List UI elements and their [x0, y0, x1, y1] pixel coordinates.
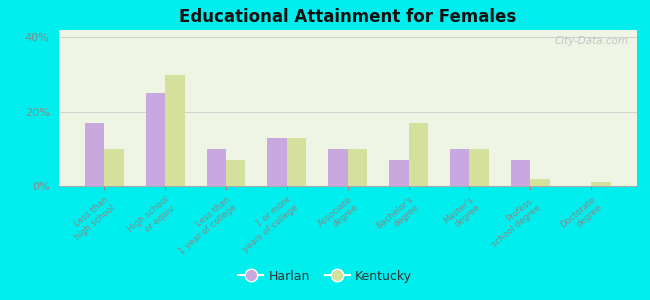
Bar [267, 138, 287, 186]
Bar [165, 75, 185, 186]
Bar [328, 149, 348, 186]
Bar [104, 149, 124, 186]
Bar [226, 160, 246, 186]
Bar [146, 93, 165, 186]
Bar [389, 160, 409, 186]
Legend: Harlan, Kentucky: Harlan, Kentucky [233, 265, 417, 288]
Bar [409, 123, 428, 186]
Bar [450, 149, 469, 186]
Bar [84, 123, 104, 186]
Bar [348, 149, 367, 186]
Bar [592, 182, 611, 186]
Bar [530, 178, 550, 186]
Bar [287, 138, 306, 186]
Title: Educational Attainment for Females: Educational Attainment for Females [179, 8, 516, 26]
Bar [469, 149, 489, 186]
Bar [207, 149, 226, 186]
Bar [511, 160, 530, 186]
Text: City-Data.com: City-Data.com [554, 36, 629, 46]
